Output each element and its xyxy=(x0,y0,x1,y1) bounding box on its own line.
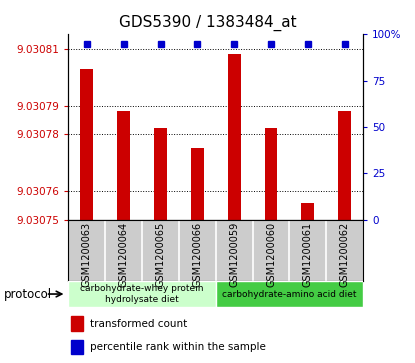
Text: GSM1200066: GSM1200066 xyxy=(193,221,203,287)
Text: GDS5390 / 1383484_at: GDS5390 / 1383484_at xyxy=(119,15,296,31)
Bar xyxy=(81,69,93,220)
Bar xyxy=(216,281,363,307)
Text: carbohydrate-amino acid diet: carbohydrate-amino acid diet xyxy=(222,290,357,298)
Bar xyxy=(265,129,278,220)
Text: GSM1200065: GSM1200065 xyxy=(156,221,166,287)
Bar xyxy=(154,129,167,220)
Bar xyxy=(338,111,351,220)
Text: GSM1200062: GSM1200062 xyxy=(340,221,350,287)
Text: GSM1200060: GSM1200060 xyxy=(266,221,276,287)
Text: GSM1200063: GSM1200063 xyxy=(82,221,92,287)
Text: transformed count: transformed count xyxy=(90,319,188,329)
Text: GSM1200064: GSM1200064 xyxy=(119,221,129,287)
Bar xyxy=(71,316,83,331)
Bar xyxy=(228,54,241,220)
Text: carbohydrate-whey protein
hydrolysate diet: carbohydrate-whey protein hydrolysate di… xyxy=(81,284,204,305)
Text: protocol: protocol xyxy=(4,287,52,301)
Bar xyxy=(117,111,130,220)
Text: GSM1200059: GSM1200059 xyxy=(229,221,239,287)
Text: GSM1200061: GSM1200061 xyxy=(303,221,313,287)
Bar xyxy=(191,148,204,220)
Bar xyxy=(68,281,216,307)
Text: percentile rank within the sample: percentile rank within the sample xyxy=(90,342,266,352)
Bar xyxy=(71,340,83,354)
Bar xyxy=(301,203,314,220)
